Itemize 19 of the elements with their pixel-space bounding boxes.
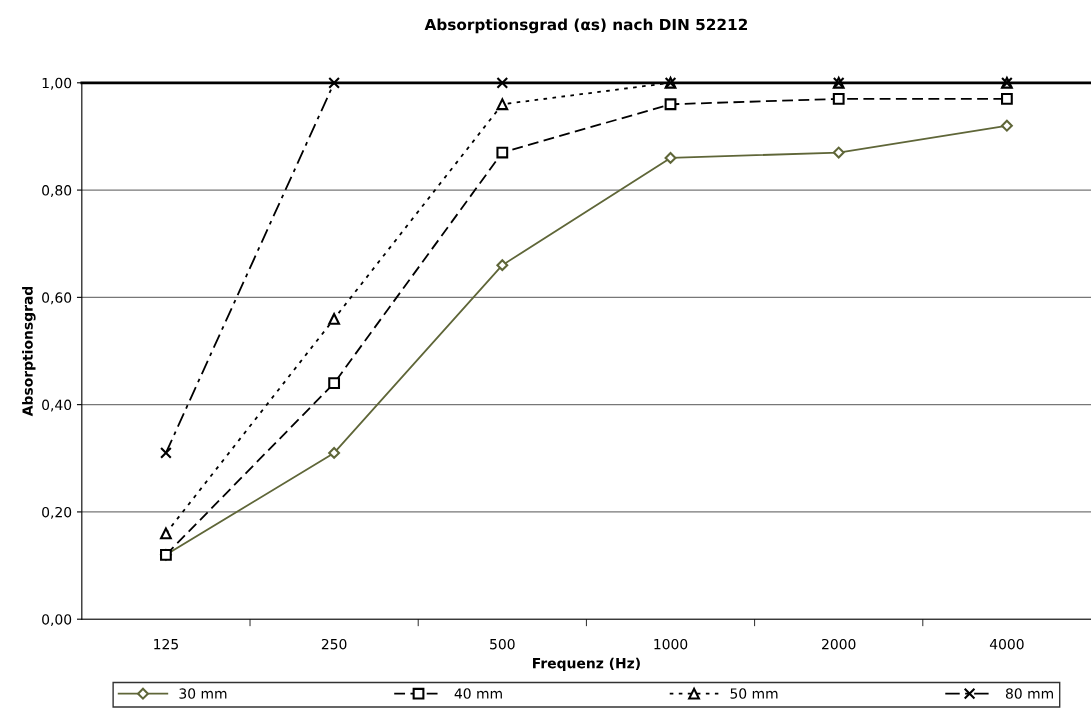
x-tick-label: 4000 (989, 638, 1024, 650)
x-tick-label: 250 (321, 638, 347, 650)
y-tick-label: 0,00 (42, 614, 72, 627)
legend-label: 50 mm (730, 688, 778, 699)
legend-label: 30 mm (179, 688, 227, 699)
legend-label: 40 mm (454, 688, 502, 699)
x-axis-title: Frequenz (Hz) (533, 657, 640, 672)
y-axis-title: Absorptionsgrad (22, 286, 36, 417)
x-tick-label: 1000 (654, 638, 688, 650)
y-tick-label: 1,00 (42, 77, 72, 90)
x-tick-label: 500 (490, 638, 515, 650)
y-tick-label: 0,20 (42, 506, 72, 519)
x-tick-label: 125 (154, 638, 178, 650)
x-tick-label: 2000 (822, 638, 856, 650)
legend-label: 80 mm (1005, 688, 1053, 699)
y-tick-label: 0,60 (42, 292, 72, 305)
chart-title: Absorptionsgrad (αs) nach DIN 52212 (424, 18, 747, 34)
y-tick-label: 0,80 (42, 185, 72, 197)
y-tick-label: 0,40 (42, 399, 72, 412)
